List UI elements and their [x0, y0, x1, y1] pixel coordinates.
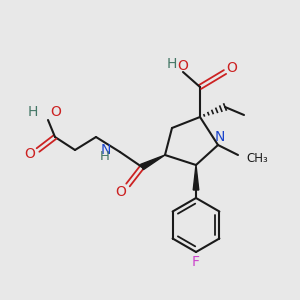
- Polygon shape: [193, 165, 199, 190]
- Text: O: O: [226, 61, 237, 75]
- Text: N: N: [215, 130, 225, 144]
- Text: N: N: [100, 143, 111, 157]
- Text: H: H: [167, 57, 177, 71]
- Text: O: O: [50, 105, 61, 119]
- Text: H: H: [28, 105, 38, 119]
- Text: F: F: [192, 255, 200, 269]
- Text: CH₃: CH₃: [246, 152, 268, 166]
- Text: O: O: [25, 147, 35, 161]
- Text: O: O: [178, 59, 188, 73]
- Text: H: H: [100, 151, 110, 164]
- Text: O: O: [116, 185, 126, 199]
- Polygon shape: [141, 155, 165, 170]
